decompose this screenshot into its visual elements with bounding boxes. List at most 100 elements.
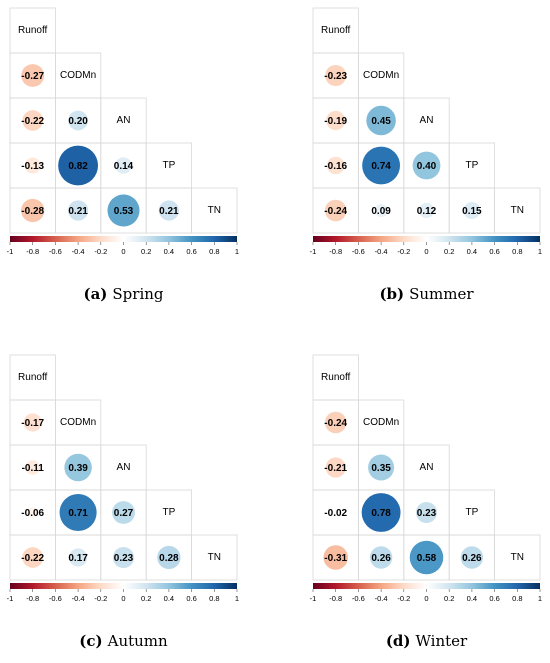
corr-circle xyxy=(326,110,346,131)
value-label: 0.17 xyxy=(68,553,88,564)
value-label: -0.22 xyxy=(21,553,44,564)
value-label: 0.82 xyxy=(68,161,88,172)
cell xyxy=(191,187,238,234)
value-label: -0.06 xyxy=(21,508,44,519)
colorbar-tick-label: 0.8 xyxy=(209,247,219,256)
colorbar-tick-label: 0.4 xyxy=(164,594,174,603)
value-label: 0.27 xyxy=(114,508,134,519)
corr-circle xyxy=(112,546,135,569)
colorbar-tick-label: -0.2 xyxy=(94,247,107,256)
colorbar-tick-label: -0.4 xyxy=(375,594,388,603)
colorbar-tick-label: 0.8 xyxy=(512,247,522,256)
value-label: 0.53 xyxy=(114,206,134,217)
value-label: 0.39 xyxy=(68,463,88,474)
value-label: -0.17 xyxy=(21,418,44,429)
corr-circle xyxy=(69,548,88,567)
value-label: 0.21 xyxy=(68,206,88,217)
value-label: -0.24 xyxy=(324,418,347,429)
colorbar-tick-label: 0 xyxy=(121,594,125,603)
corr-circle xyxy=(324,199,347,222)
value-label: -0.22 xyxy=(21,116,44,127)
corr-panel: Runoff CODMn AN TP TN -0.17 -0.11 0.39 -0.06 0.71… xyxy=(7,354,239,650)
corr-circle xyxy=(374,203,388,218)
value-label: -0.21 xyxy=(324,463,347,474)
variable-label: AN xyxy=(420,115,434,126)
colorbar-tick-label: 1 xyxy=(235,594,239,603)
corr-circle xyxy=(68,200,89,221)
colorbar xyxy=(313,236,540,242)
corr-circle xyxy=(368,454,395,481)
variable-label: CODMn xyxy=(363,70,399,81)
colorbar xyxy=(10,583,237,589)
corr-circle xyxy=(22,547,44,568)
value-label: -0.23 xyxy=(324,71,347,82)
colorbar-tick-label: -0.8 xyxy=(26,247,39,256)
colorbar-tick-label: 0.4 xyxy=(164,247,174,256)
caption-text: Winter xyxy=(416,632,469,650)
cell xyxy=(191,534,238,581)
corr-circle xyxy=(25,460,40,475)
caption-label: (c) xyxy=(79,632,102,650)
colorbar xyxy=(313,583,540,589)
variable-label: CODMn xyxy=(60,70,96,81)
value-label: 0.15 xyxy=(462,206,482,217)
value-label: 0.28 xyxy=(159,553,179,564)
caption: (a) Spring xyxy=(83,285,163,303)
corr-circle xyxy=(409,540,444,575)
corr-circle xyxy=(326,156,345,175)
variable-label: TN xyxy=(208,552,221,563)
corr-circle xyxy=(325,64,347,87)
value-label: 0.74 xyxy=(371,161,391,172)
value-label: -0.11 xyxy=(22,463,45,474)
colorbar-tick-label: 1 xyxy=(538,247,542,256)
caption: (c) Autumn xyxy=(79,632,168,650)
variable-label: AN xyxy=(117,115,131,126)
corr-circle xyxy=(112,501,135,524)
corr-circle xyxy=(59,493,97,532)
colorbar-tick-label: 0.6 xyxy=(186,247,196,256)
colorbar-tick-label: -0.8 xyxy=(329,247,342,256)
colorbar-tick-label: -0.4 xyxy=(72,594,85,603)
value-label: 0.21 xyxy=(159,206,179,217)
colorbar-tick-label: 0.6 xyxy=(489,594,499,603)
variable-label: TP xyxy=(466,507,479,518)
colorbar-tick-label: 1 xyxy=(235,247,239,256)
variable-label: Runoff xyxy=(321,25,351,36)
value-label: 0.35 xyxy=(371,463,391,474)
caption-label: (b) xyxy=(379,285,404,303)
value-label: -0.19 xyxy=(324,116,347,127)
colorbar-tick-label: 0.4 xyxy=(467,247,477,256)
colorbar-tick-label: 0.8 xyxy=(512,594,522,603)
caption-label: (d) xyxy=(386,632,411,650)
value-label: 0.78 xyxy=(371,508,391,519)
corr-circle xyxy=(366,105,396,136)
corr-circle xyxy=(415,501,438,524)
colorbar-tick-label: -0.2 xyxy=(397,594,410,603)
colorbar-tick-label: 0 xyxy=(424,594,428,603)
caption-text: Autumn xyxy=(107,632,168,650)
colorbar-tick-label: 0 xyxy=(121,247,125,256)
colorbar-tick-label: 1 xyxy=(538,594,542,603)
colorbar-tick-label: -0.6 xyxy=(49,247,62,256)
corr-circle xyxy=(324,411,347,434)
value-label: -0.13 xyxy=(21,161,44,172)
colorbar-tick-label: -0.6 xyxy=(352,247,365,256)
value-label: 0.20 xyxy=(68,116,88,127)
value-label: 0.26 xyxy=(462,553,482,564)
colorbar-tick-label: 0 xyxy=(424,247,428,256)
value-label: 0.14 xyxy=(114,161,134,172)
colorbar-tick-label: 0.2 xyxy=(444,247,454,256)
colorbar-tick-label: -0.4 xyxy=(72,247,85,256)
variable-label: Runoff xyxy=(18,25,48,36)
corr-circle xyxy=(64,453,92,482)
variable-label: TN xyxy=(511,552,524,563)
variable-label: CODMn xyxy=(363,417,399,428)
colorbar-tick-label: -0.6 xyxy=(352,594,365,603)
corr-circle xyxy=(325,457,346,478)
colorbar-tick-label: 0.2 xyxy=(444,594,454,603)
corr-circle xyxy=(23,413,42,432)
colorbar xyxy=(10,236,237,242)
